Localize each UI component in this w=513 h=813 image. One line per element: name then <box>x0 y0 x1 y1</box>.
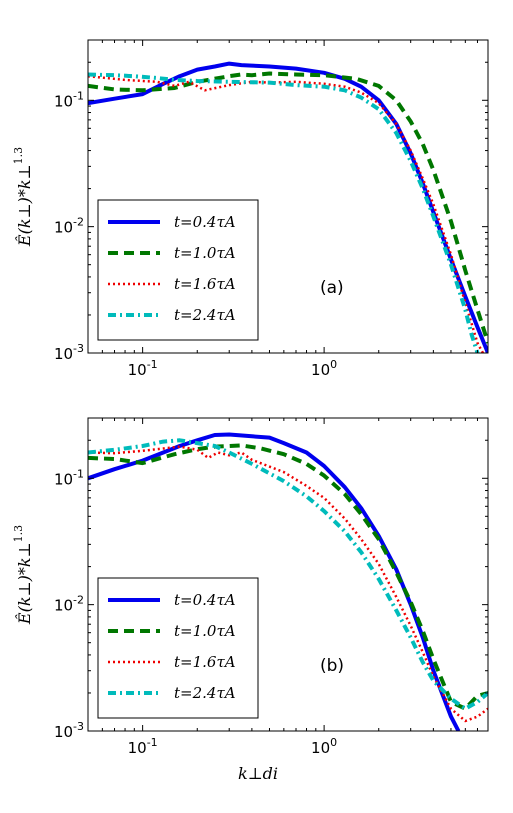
y-tick-label: 10-1 <box>54 89 84 110</box>
plot-frame <box>87 417 489 732</box>
x-tick-label: 10-1 <box>128 736 158 757</box>
legend: t=0.4τA t=1.0τA t=1.6τA t=2.4τA <box>97 199 259 341</box>
legend-label-3: t=2.4τA <box>174 306 236 324</box>
legend-label-2: t=1.6τA <box>174 653 236 671</box>
legend-label-2: t=1.6τA <box>174 275 236 293</box>
panel-b: 10-1 100 10-3 10-2 10-1 Ê(k⊥)*k⊥1.3 k⊥di t=0.4τ… <box>12 417 489 783</box>
legend-label-1: t=1.0τA <box>174 622 236 640</box>
plot-frame <box>87 39 489 354</box>
panel-tag: (b) <box>320 656 344 676</box>
legend-label-1: t=1.0τA <box>174 244 236 262</box>
panel-tag: (a) <box>320 278 344 298</box>
series-line-2 <box>88 74 484 353</box>
series-group <box>88 432 488 731</box>
y-tick-label: 10-2 <box>54 216 84 237</box>
y-tick-label: 10-3 <box>54 720 84 741</box>
y-tick-label: 10-3 <box>54 342 84 363</box>
x-tick-label: 100 <box>311 358 337 379</box>
y-tick-label: 10-1 <box>54 467 84 488</box>
x-tick-label: 100 <box>311 736 337 757</box>
panel-a: 10-1 100 10-3 10-2 10-1 Ê(k⊥)*k⊥1.3 t=0.4τA t=1… <box>12 39 489 379</box>
x-tick-label: 10-1 <box>128 358 158 379</box>
series-line-1 <box>88 71 488 344</box>
legend-label-0: t=0.4τA <box>174 591 236 609</box>
legend-label-3: t=2.4τA <box>174 684 236 702</box>
y-tick-label: 10-2 <box>54 594 84 615</box>
series-line-1 <box>88 443 488 711</box>
y-axis-label: Ê(k⊥)*k⊥1.3 <box>12 147 34 247</box>
series-group <box>88 61 488 353</box>
y-axis-label: Ê(k⊥)*k⊥1.3 <box>12 525 34 625</box>
legend-label-0: t=0.4τA <box>174 213 236 231</box>
series-line-3 <box>88 438 488 711</box>
x-axis-label: k⊥di <box>238 764 278 783</box>
legend: t=0.4τA t=1.0τA t=1.6τA t=2.4τA <box>97 577 259 719</box>
series-line-3 <box>88 72 480 353</box>
